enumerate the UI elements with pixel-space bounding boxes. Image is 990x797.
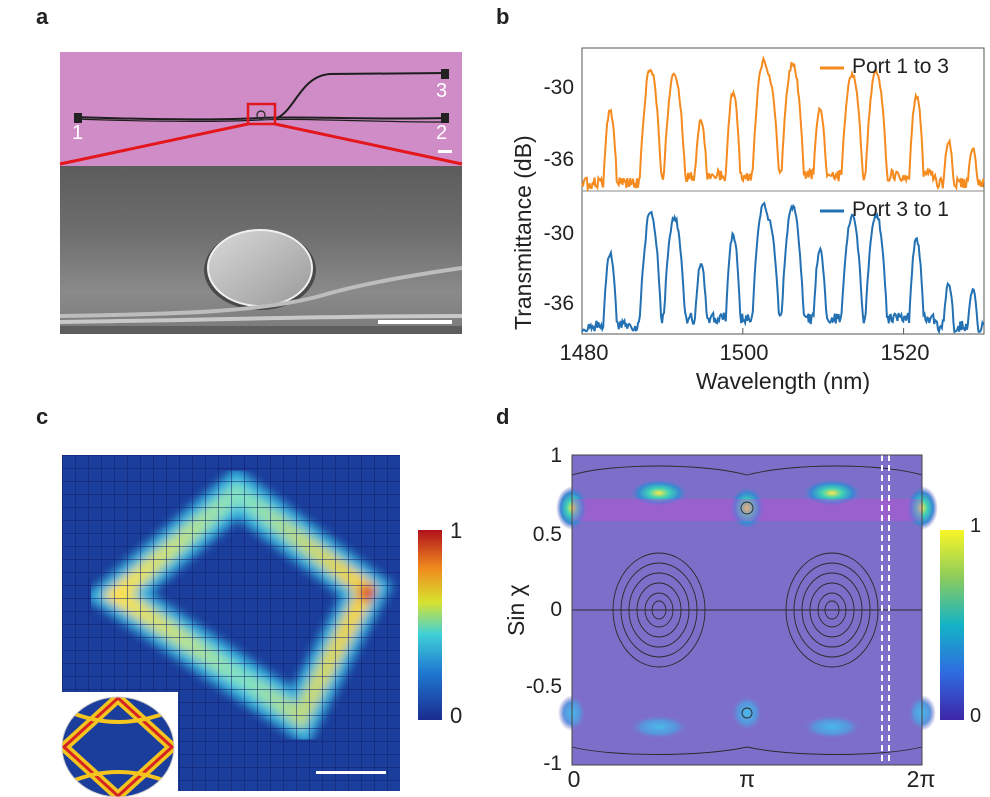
b-ytick-bottom-2: -36 [543,292,574,315]
panel-a-sem-image [60,166,462,334]
d-ytick-0.5: 0.5 [532,523,562,546]
panel-a-optical-micrograph: 1 2 3 [59,52,463,166]
port-label-3: 3 [436,80,448,102]
legend-series-2: Port 3 to 1 [852,198,949,221]
transmittance-chart [581,47,985,335]
colorbar-c [418,530,442,720]
d-xtick-2pi: 2π [906,766,936,792]
b-ytick-top-2: -36 [543,148,574,171]
b-ytick-top-1: -30 [543,76,574,99]
d-ytick--0.5: -0.5 [525,675,562,698]
sem-microdisk [60,229,462,334]
d-ytick--1: -1 [543,752,562,775]
device-waveguides [59,69,463,166]
b-xtick-1500: 1500 [719,340,769,365]
panel-letter-a: a [36,4,49,29]
d-xtick-pi: π [739,766,755,792]
colorbar-d [940,530,964,720]
b-xtick-1480: 1480 [559,340,609,365]
d-ytick-0: 0 [550,598,562,621]
b-xtick-1520: 1520 [880,340,930,365]
colorbar-c-max: 1 [450,518,463,543]
colorbar-c-min: 0 [450,703,463,728]
port-label-2: 2 [436,122,448,144]
panel-letter-d: d [496,404,510,429]
d-ytick-1: 1 [550,444,562,467]
d-xtick-0: 0 [567,766,581,792]
port-label-1: 1 [72,122,84,144]
panel-letter-b: b [496,4,510,29]
spectrum-series-2 [581,201,985,335]
colorbar-d-max: 1 [970,515,982,537]
simulation-inset [60,692,178,797]
phase-space-map [556,454,938,766]
colorbar-d-min: 0 [970,705,982,727]
spectrum-series-1 [581,55,985,193]
b-ytick-bottom-1: -30 [543,222,574,245]
panel-letter-c: c [36,404,49,429]
legend-series-1: Port 1 to 3 [852,55,949,78]
b-xlabel: Wavelength (nm) [695,368,871,394]
